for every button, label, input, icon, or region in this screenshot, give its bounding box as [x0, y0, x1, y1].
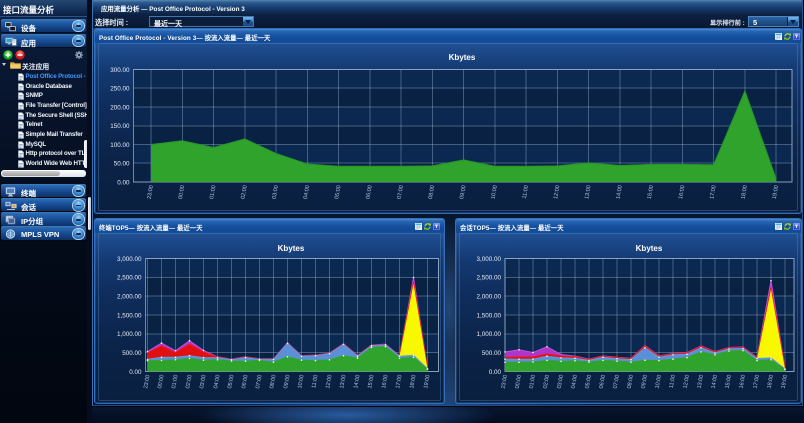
svg-text:12:00: 12:00 [325, 374, 333, 389]
svg-text:03:00: 03:00 [557, 374, 565, 389]
svg-text:09:00: 09:00 [641, 374, 649, 389]
svg-text:17:00: 17:00 [395, 374, 403, 389]
svg-text:2,000.00: 2,000.00 [117, 294, 142, 301]
svg-text:09:00: 09:00 [283, 374, 291, 389]
svg-text:1,000.00: 1,000.00 [476, 331, 501, 338]
svg-text:2,000.00: 2,000.00 [476, 294, 501, 301]
svg-text:14:00: 14:00 [353, 374, 361, 389]
svg-text:03:00: 03:00 [272, 185, 280, 200]
svg-text:02:00: 02:00 [185, 374, 193, 389]
svg-text:14:00: 14:00 [616, 185, 624, 200]
svg-text:15:00: 15:00 [725, 374, 733, 389]
svg-text:19:00: 19:00 [781, 374, 789, 389]
svg-text:05:00: 05:00 [334, 185, 342, 200]
svg-text:18:00: 18:00 [741, 185, 749, 200]
svg-text:2,500.00: 2,500.00 [117, 275, 142, 282]
svg-text:06:00: 06:00 [241, 374, 249, 389]
svg-text:10:00: 10:00 [297, 374, 305, 389]
svg-text:0.00: 0.00 [117, 179, 130, 186]
svg-text:04:00: 04:00 [303, 185, 311, 200]
svg-text:1,500.00: 1,500.00 [117, 312, 142, 319]
svg-text:01:00: 01:00 [529, 374, 537, 389]
svg-text:12:00: 12:00 [683, 374, 691, 389]
svg-text:10:00: 10:00 [491, 185, 499, 200]
svg-text:150.00: 150.00 [110, 123, 130, 130]
svg-text:11:00: 11:00 [522, 185, 530, 199]
svg-text:05:00: 05:00 [585, 374, 593, 389]
svg-text:02:00: 02:00 [240, 185, 248, 200]
svg-text:16:00: 16:00 [678, 185, 686, 200]
svg-text:10:00: 10:00 [655, 374, 663, 389]
svg-text:13:00: 13:00 [339, 374, 347, 389]
svg-text:23:00: 23:00 [501, 374, 509, 389]
svg-text:04:00: 04:00 [571, 374, 579, 389]
svg-text:18:00: 18:00 [409, 374, 417, 389]
svg-text:50.00: 50.00 [114, 161, 130, 168]
svg-text:0.00: 0.00 [489, 369, 502, 376]
svg-text:13:00: 13:00 [697, 374, 705, 389]
svg-text:08:00: 08:00 [428, 185, 436, 200]
svg-text:12:00: 12:00 [553, 185, 561, 200]
svg-text:23:00: 23:00 [143, 374, 151, 389]
svg-text:00:00: 00:00 [515, 374, 523, 389]
svg-text:06:00: 06:00 [365, 185, 373, 200]
svg-text:300.00: 300.00 [110, 67, 130, 74]
svg-text:03:00: 03:00 [199, 374, 207, 389]
svg-text:3,000.00: 3,000.00 [476, 256, 501, 263]
svg-text:19:00: 19:00 [423, 374, 431, 389]
svg-text:11:00: 11:00 [311, 374, 319, 388]
svg-text:01:00: 01:00 [171, 374, 179, 389]
svg-text:17:00: 17:00 [753, 374, 761, 389]
svg-text:16:00: 16:00 [739, 374, 747, 389]
svg-text:11:00: 11:00 [669, 374, 677, 388]
svg-text:00:00: 00:00 [157, 374, 165, 389]
svg-text:15:00: 15:00 [367, 374, 375, 389]
svg-text:00:00: 00:00 [178, 185, 186, 200]
svg-text:16:00: 16:00 [381, 374, 389, 389]
svg-text:1,500.00: 1,500.00 [476, 312, 501, 319]
svg-text:15:00: 15:00 [647, 185, 655, 200]
svg-text:0.00: 0.00 [129, 369, 142, 376]
svg-text:08:00: 08:00 [269, 374, 277, 389]
svg-text:100.00: 100.00 [110, 142, 130, 149]
svg-text:500.00: 500.00 [122, 350, 142, 357]
svg-text:17:00: 17:00 [709, 185, 717, 200]
svg-text:07:00: 07:00 [397, 185, 405, 200]
svg-text:01:00: 01:00 [209, 185, 217, 200]
svg-text:13:00: 13:00 [584, 185, 592, 200]
svg-text:08:00: 08:00 [627, 374, 635, 389]
svg-text:05:00: 05:00 [227, 374, 235, 389]
svg-text:04:00: 04:00 [213, 374, 221, 389]
svg-text:02:00: 02:00 [543, 374, 551, 389]
svg-text:18:00: 18:00 [767, 374, 775, 389]
svg-text:14:00: 14:00 [711, 374, 719, 389]
svg-text:09:00: 09:00 [459, 185, 467, 200]
svg-text:06:00: 06:00 [599, 374, 607, 389]
svg-text:07:00: 07:00 [613, 374, 621, 389]
svg-text:19:00: 19:00 [772, 185, 780, 200]
svg-text:07:00: 07:00 [255, 374, 263, 389]
svg-text:1,000.00: 1,000.00 [117, 331, 142, 338]
svg-text:2,500.00: 2,500.00 [476, 275, 501, 282]
svg-text:500.00: 500.00 [482, 350, 502, 357]
svg-text:200.00: 200.00 [110, 104, 130, 111]
svg-text:250.00: 250.00 [110, 86, 130, 93]
svg-text:23:00: 23:00 [147, 185, 155, 200]
svg-text:3,000.00: 3,000.00 [117, 256, 142, 263]
